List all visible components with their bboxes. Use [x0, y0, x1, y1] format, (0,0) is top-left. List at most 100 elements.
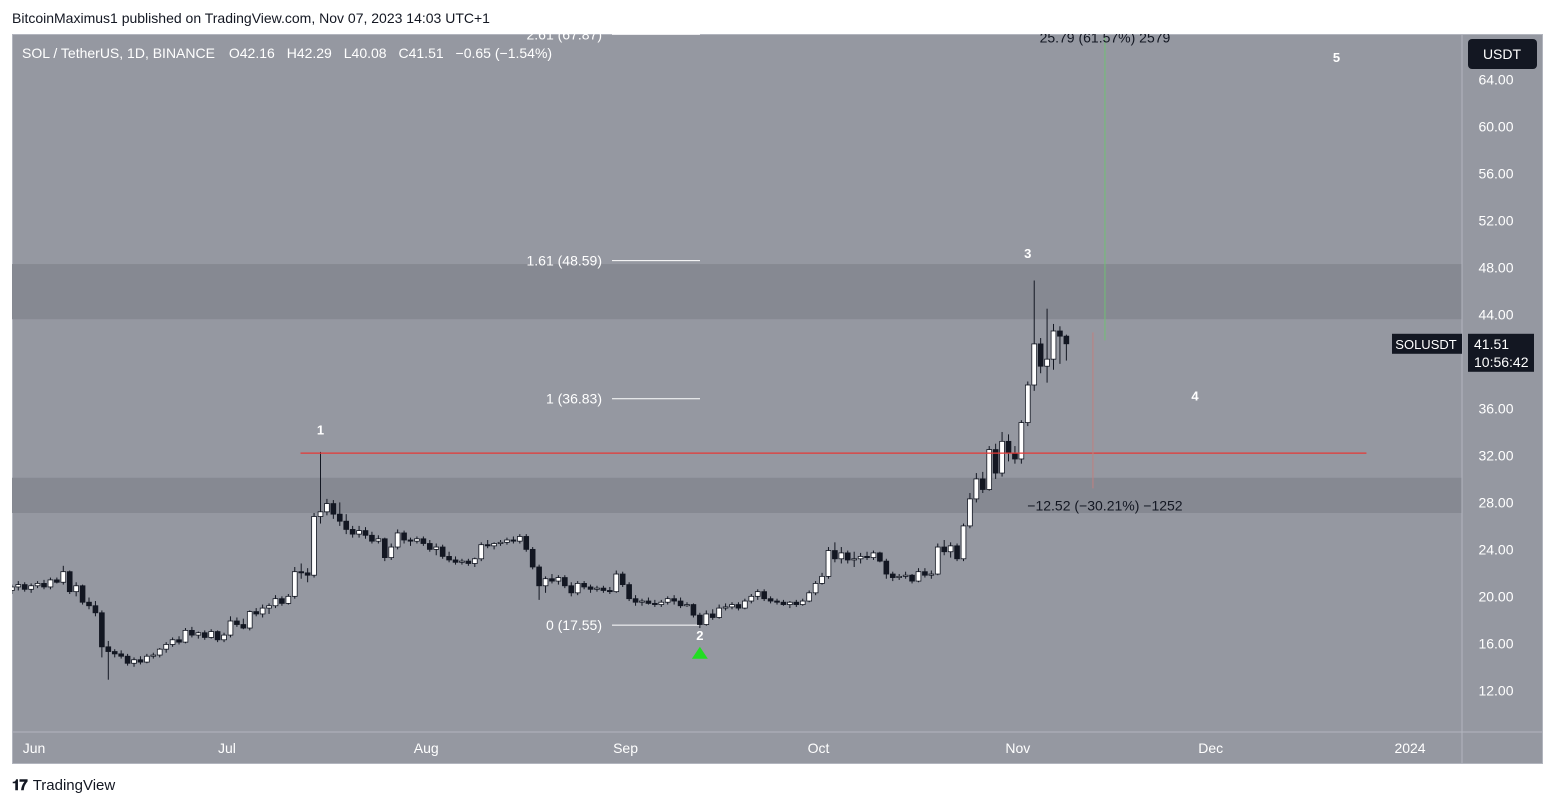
candle — [1050, 330, 1057, 360]
candle — [349, 529, 356, 535]
chart-frame — [12, 34, 1543, 764]
wave-label-1: 1 — [317, 422, 324, 437]
candle — [877, 552, 883, 562]
candle — [909, 574, 915, 582]
candle — [311, 516, 317, 576]
candle — [729, 604, 735, 608]
x-axis[interactable]: Jun Jul Aug Sep Oct Nov Dec 2024 — [23, 740, 1426, 756]
x-tick-label: Jul — [218, 740, 236, 756]
candle — [832, 550, 838, 560]
price-chart[interactable]: 2.61 (67.87) 1.61 (48.59) 1 (36.83) 0 (17.5… — [12, 34, 1543, 764]
candle — [690, 604, 697, 616]
high-label: H — [287, 45, 297, 61]
candle — [1012, 452, 1018, 460]
fib-levels: 2.61 (67.87) 1.61 (48.59) 1 (36.83) 0 (17.5… — [527, 34, 700, 633]
candle — [632, 598, 639, 603]
candle — [896, 575, 902, 578]
y-tick-label: 32.00 — [1478, 447, 1513, 463]
candle — [549, 578, 555, 582]
measure-down-label: −12.52 (−30.21%) −1252 — [1027, 497, 1183, 513]
y-tick-label: 48.00 — [1478, 260, 1513, 276]
candle — [394, 532, 401, 548]
candle — [304, 572, 311, 576]
candle — [960, 525, 967, 560]
candle — [967, 498, 973, 527]
candle — [369, 534, 375, 542]
y-axis[interactable]: 64.00 60.00 56.00 52.00 48.00 44.00 36.00 32.00… — [1392, 72, 1534, 699]
candle — [600, 587, 607, 591]
price-tag-bg — [1468, 333, 1534, 372]
candle — [163, 644, 169, 650]
candle — [73, 585, 79, 593]
candle — [253, 611, 259, 615]
price-tag[interactable]: SOLUSDT 41.51 10:56:42 — [1392, 333, 1534, 372]
candle — [336, 513, 343, 522]
candle — [658, 601, 665, 605]
currency-button[interactable]: USDT — [1468, 39, 1537, 69]
candle — [60, 571, 67, 583]
candle — [375, 538, 382, 542]
x-tick-label: Jun — [23, 740, 46, 756]
candle — [279, 598, 285, 604]
candle — [857, 556, 864, 560]
candle — [330, 503, 337, 515]
low-label: L — [344, 45, 352, 61]
candle — [12, 586, 15, 591]
candle — [639, 600, 645, 603]
candle — [806, 592, 812, 602]
candle — [150, 654, 157, 657]
candle — [883, 560, 890, 575]
zones-layer — [12, 264, 1462, 513]
candle — [973, 478, 980, 500]
candle — [774, 600, 780, 603]
wave-label-5: 5 — [1333, 50, 1340, 65]
candle — [799, 600, 806, 605]
symbol-tag-label: SOLUSDT — [1395, 337, 1456, 352]
candle — [401, 532, 407, 541]
x-tick-label: 2024 — [1394, 740, 1425, 756]
candle — [954, 545, 960, 560]
candle — [523, 536, 530, 550]
candle — [941, 546, 947, 553]
candle — [298, 571, 304, 574]
candle — [272, 598, 279, 607]
candle — [825, 550, 832, 577]
candle — [748, 595, 755, 602]
candle — [754, 591, 761, 597]
x-tick-label: Oct — [808, 740, 830, 756]
x-tick-label: Nov — [1005, 740, 1030, 756]
x-tick-label: Aug — [414, 740, 439, 756]
candle — [979, 478, 986, 490]
candle — [156, 648, 163, 656]
candle — [928, 573, 935, 576]
candle — [176, 639, 182, 643]
y-tick-label: 12.00 — [1478, 682, 1513, 698]
candle — [381, 538, 388, 558]
candle — [517, 536, 523, 542]
low-value: 40.08 — [352, 45, 387, 61]
candle — [189, 629, 195, 636]
close-label: C — [398, 45, 408, 61]
candle — [79, 585, 86, 603]
candle — [767, 598, 774, 602]
candle — [716, 607, 722, 618]
candle — [844, 552, 851, 561]
candle — [111, 651, 118, 655]
candle — [433, 546, 440, 550]
candle — [105, 646, 112, 652]
candle — [761, 591, 767, 600]
wave-label-4: 4 — [1191, 388, 1199, 403]
y-tick-label: 36.00 — [1478, 400, 1513, 416]
candle — [208, 631, 214, 638]
candle — [240, 624, 247, 629]
y-tick-label: 24.00 — [1478, 541, 1513, 557]
candle — [131, 659, 137, 664]
candle — [581, 583, 587, 588]
candle — [343, 520, 350, 530]
candle — [722, 606, 729, 609]
price-tag-countdown: 10:56:42 — [1474, 354, 1529, 370]
candle — [201, 632, 208, 638]
y-tick-label: 44.00 — [1478, 307, 1513, 323]
candle — [709, 613, 716, 618]
candle — [118, 653, 124, 657]
